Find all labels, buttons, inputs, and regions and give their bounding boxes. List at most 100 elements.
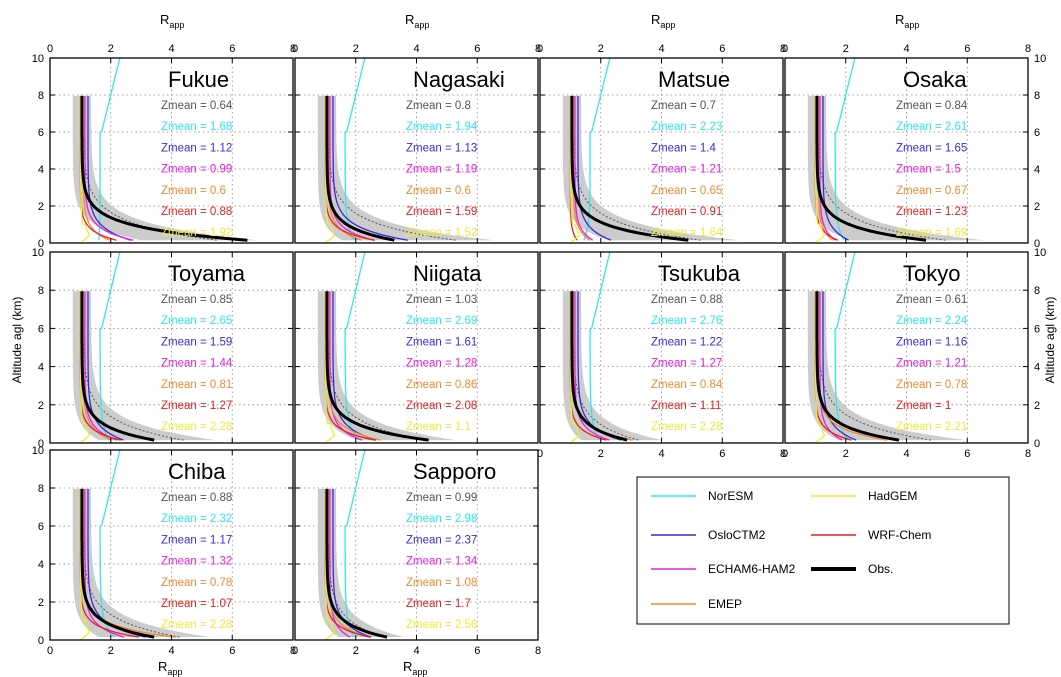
- zmean-label-osloctm2: Zmean = 1.59: [161, 336, 232, 348]
- x-tick-label: 8: [290, 43, 296, 55]
- zmean-label-osloctm2: Zmean = 1.4: [651, 142, 716, 154]
- legend-box: [636, 476, 1010, 625]
- x-tick-label: 2: [353, 645, 359, 657]
- panel-title: Tsukuba: [658, 261, 741, 286]
- bottom-axis-label: Rapp Rapp: [158, 659, 427, 677]
- y-tick-label: 6: [38, 323, 44, 335]
- x-tick-label: 8: [780, 43, 786, 55]
- x-tick-label: 6: [229, 645, 235, 657]
- zmean-label-echam6-ham2: Zmean = 0.99: [161, 164, 232, 176]
- zmean-label-noresm: Zmean = 2.76: [651, 315, 722, 327]
- series-obs: [815, 291, 900, 442]
- svg-text:Rapp: Rapp: [405, 12, 429, 30]
- panel-title: Matsue: [658, 67, 730, 92]
- obs-spread-band: [317, 488, 405, 638]
- y-tick-label: 0: [38, 438, 44, 450]
- zmean-label-noresm: Zmean = 1.94: [406, 121, 478, 133]
- zmean-label-hadgem: Zmean = 1.64: [651, 227, 723, 239]
- zmean-label-osloctm2: Zmean = 1.61: [406, 336, 477, 348]
- x-tick-label: 0: [782, 448, 788, 460]
- zmean-label-osloctm2: Zmean = 2.37: [406, 534, 477, 546]
- series-osloctm2: [577, 95, 612, 241]
- series-noresm: [344, 57, 366, 241]
- legend-label-obs: Obs.: [868, 562, 893, 576]
- series-obs: [325, 95, 395, 242]
- zmean-label-hadgem: Zmean = 2.28: [651, 421, 722, 433]
- zmean-label-echam6-ham2: Zmean = 1.21: [896, 358, 967, 370]
- y-tick-label: 4: [38, 362, 44, 374]
- x-tick-label: 6: [964, 448, 970, 460]
- series-obs: [325, 291, 429, 442]
- zmean-label-emep: Zmean = 0.84: [651, 379, 723, 391]
- zmean-label-noresm: Zmean = 2.69: [406, 315, 477, 327]
- x-tick-label: 0: [292, 43, 298, 55]
- series-echam6-ham2: [84, 291, 118, 441]
- obs-spread-band: [807, 95, 985, 241]
- x-tick-label: 8: [535, 43, 541, 55]
- series-osloctm2: [577, 291, 622, 441]
- series-noresm: [589, 251, 611, 441]
- y-tick-label: 2: [1034, 201, 1040, 213]
- zmean-label-osloctm2: Zmean = 1.16: [896, 336, 967, 348]
- legend-label-wrfchem: WRF-Chem: [868, 528, 931, 542]
- legend-label-hadgem: HadGEM: [868, 489, 917, 503]
- zmean-label-noresm: Zmean = 1.68: [161, 121, 232, 133]
- zmean-label-obs: Zmean = 0.88: [651, 294, 722, 306]
- series-osloctm2: [332, 291, 377, 441]
- x-tick-label: 0: [47, 43, 53, 55]
- x-tick-label: 2: [598, 43, 604, 55]
- zmean-label-hadgem: Zmean = 2.28: [161, 421, 232, 433]
- series-echam6-ham2: [574, 95, 594, 241]
- legend-label-echam6: ECHAM6-HAM2: [708, 562, 796, 576]
- zmean-label-emep: Zmean = 1.08: [406, 577, 477, 589]
- top-axis-label: Rapp Rapp Rapp Rapp: [160, 12, 919, 30]
- x-tick-label: 4: [903, 448, 909, 460]
- zmean-label-obs: Zmean = 1.03: [406, 294, 477, 306]
- x-tick-label: 2: [108, 645, 114, 657]
- series-echam6-ham2: [329, 488, 351, 638]
- panel-matsue: 0 2 4 6 8 Matsue Zmean = 0.7 Zmean = 2.23 Zmean …: [537, 43, 786, 244]
- svg-text:Rapp: Rapp: [651, 12, 675, 30]
- x-tick-label: 2: [353, 43, 359, 55]
- x-tick-label: 4: [658, 448, 664, 460]
- series-noresm: [834, 251, 856, 441]
- legend-label-emep: EMEP: [708, 597, 742, 611]
- y-tick-label: 2: [38, 597, 44, 609]
- zmean-label-echam6-ham2: Zmean = 1.34: [406, 556, 478, 568]
- y-tick-label: 8: [1034, 90, 1040, 102]
- y-tick-label: 2: [38, 400, 44, 412]
- x-tick-label: 4: [903, 43, 909, 55]
- zmean-label-osloctm2: Zmean = 1.22: [651, 336, 722, 348]
- x-tick-label: 2: [843, 43, 849, 55]
- zmean-label-noresm: Zmean = 2.65: [161, 315, 232, 327]
- x-tick-label: 8: [290, 645, 296, 657]
- x-tick-label: 4: [168, 43, 174, 55]
- zmean-label-wrf-chem: Zmean = 2.08: [406, 400, 477, 412]
- zmean-label-obs: Zmean = 0.99: [406, 492, 477, 504]
- series-noresm: [98, 57, 121, 241]
- series-noresm: [834, 57, 856, 241]
- y-tick-label: 4: [38, 164, 44, 176]
- series-osloctm2: [822, 95, 850, 241]
- panel-title: Tokyo: [903, 261, 960, 286]
- panel-toyama: 0 2 4 6 8 10 Toyama Zmean = 0.85 Zmean = 2.65 Zme…: [32, 247, 294, 450]
- series-echam6-ham2: [84, 488, 125, 638]
- legend: NorESM OsloCTM2 ECHAM6-HAM2 EMEP HadGEM …: [636, 476, 1010, 625]
- y-tick-label: 6: [38, 521, 44, 533]
- panel-title: Chiba: [168, 459, 226, 484]
- x-tick-label: 2: [108, 43, 114, 55]
- obs-spread-band: [317, 291, 456, 441]
- x-tick-label: 0: [47, 645, 53, 657]
- zmean-label-osloctm2: Zmean = 1.17: [161, 534, 232, 546]
- zmean-label-hadgem: Zmean = 2.56: [406, 619, 477, 631]
- y-tick-label: 8: [38, 90, 44, 102]
- y-tick-label: 2: [1034, 400, 1040, 412]
- y-tick-label: 8: [38, 285, 44, 297]
- series-echam6-ham2: [819, 95, 836, 241]
- panel-title: Fukue: [168, 67, 229, 92]
- y-tick-label: 10: [32, 445, 44, 457]
- panel-title: Niigata: [413, 261, 482, 286]
- zmean-label-osloctm2: Zmean = 1.12: [161, 142, 232, 154]
